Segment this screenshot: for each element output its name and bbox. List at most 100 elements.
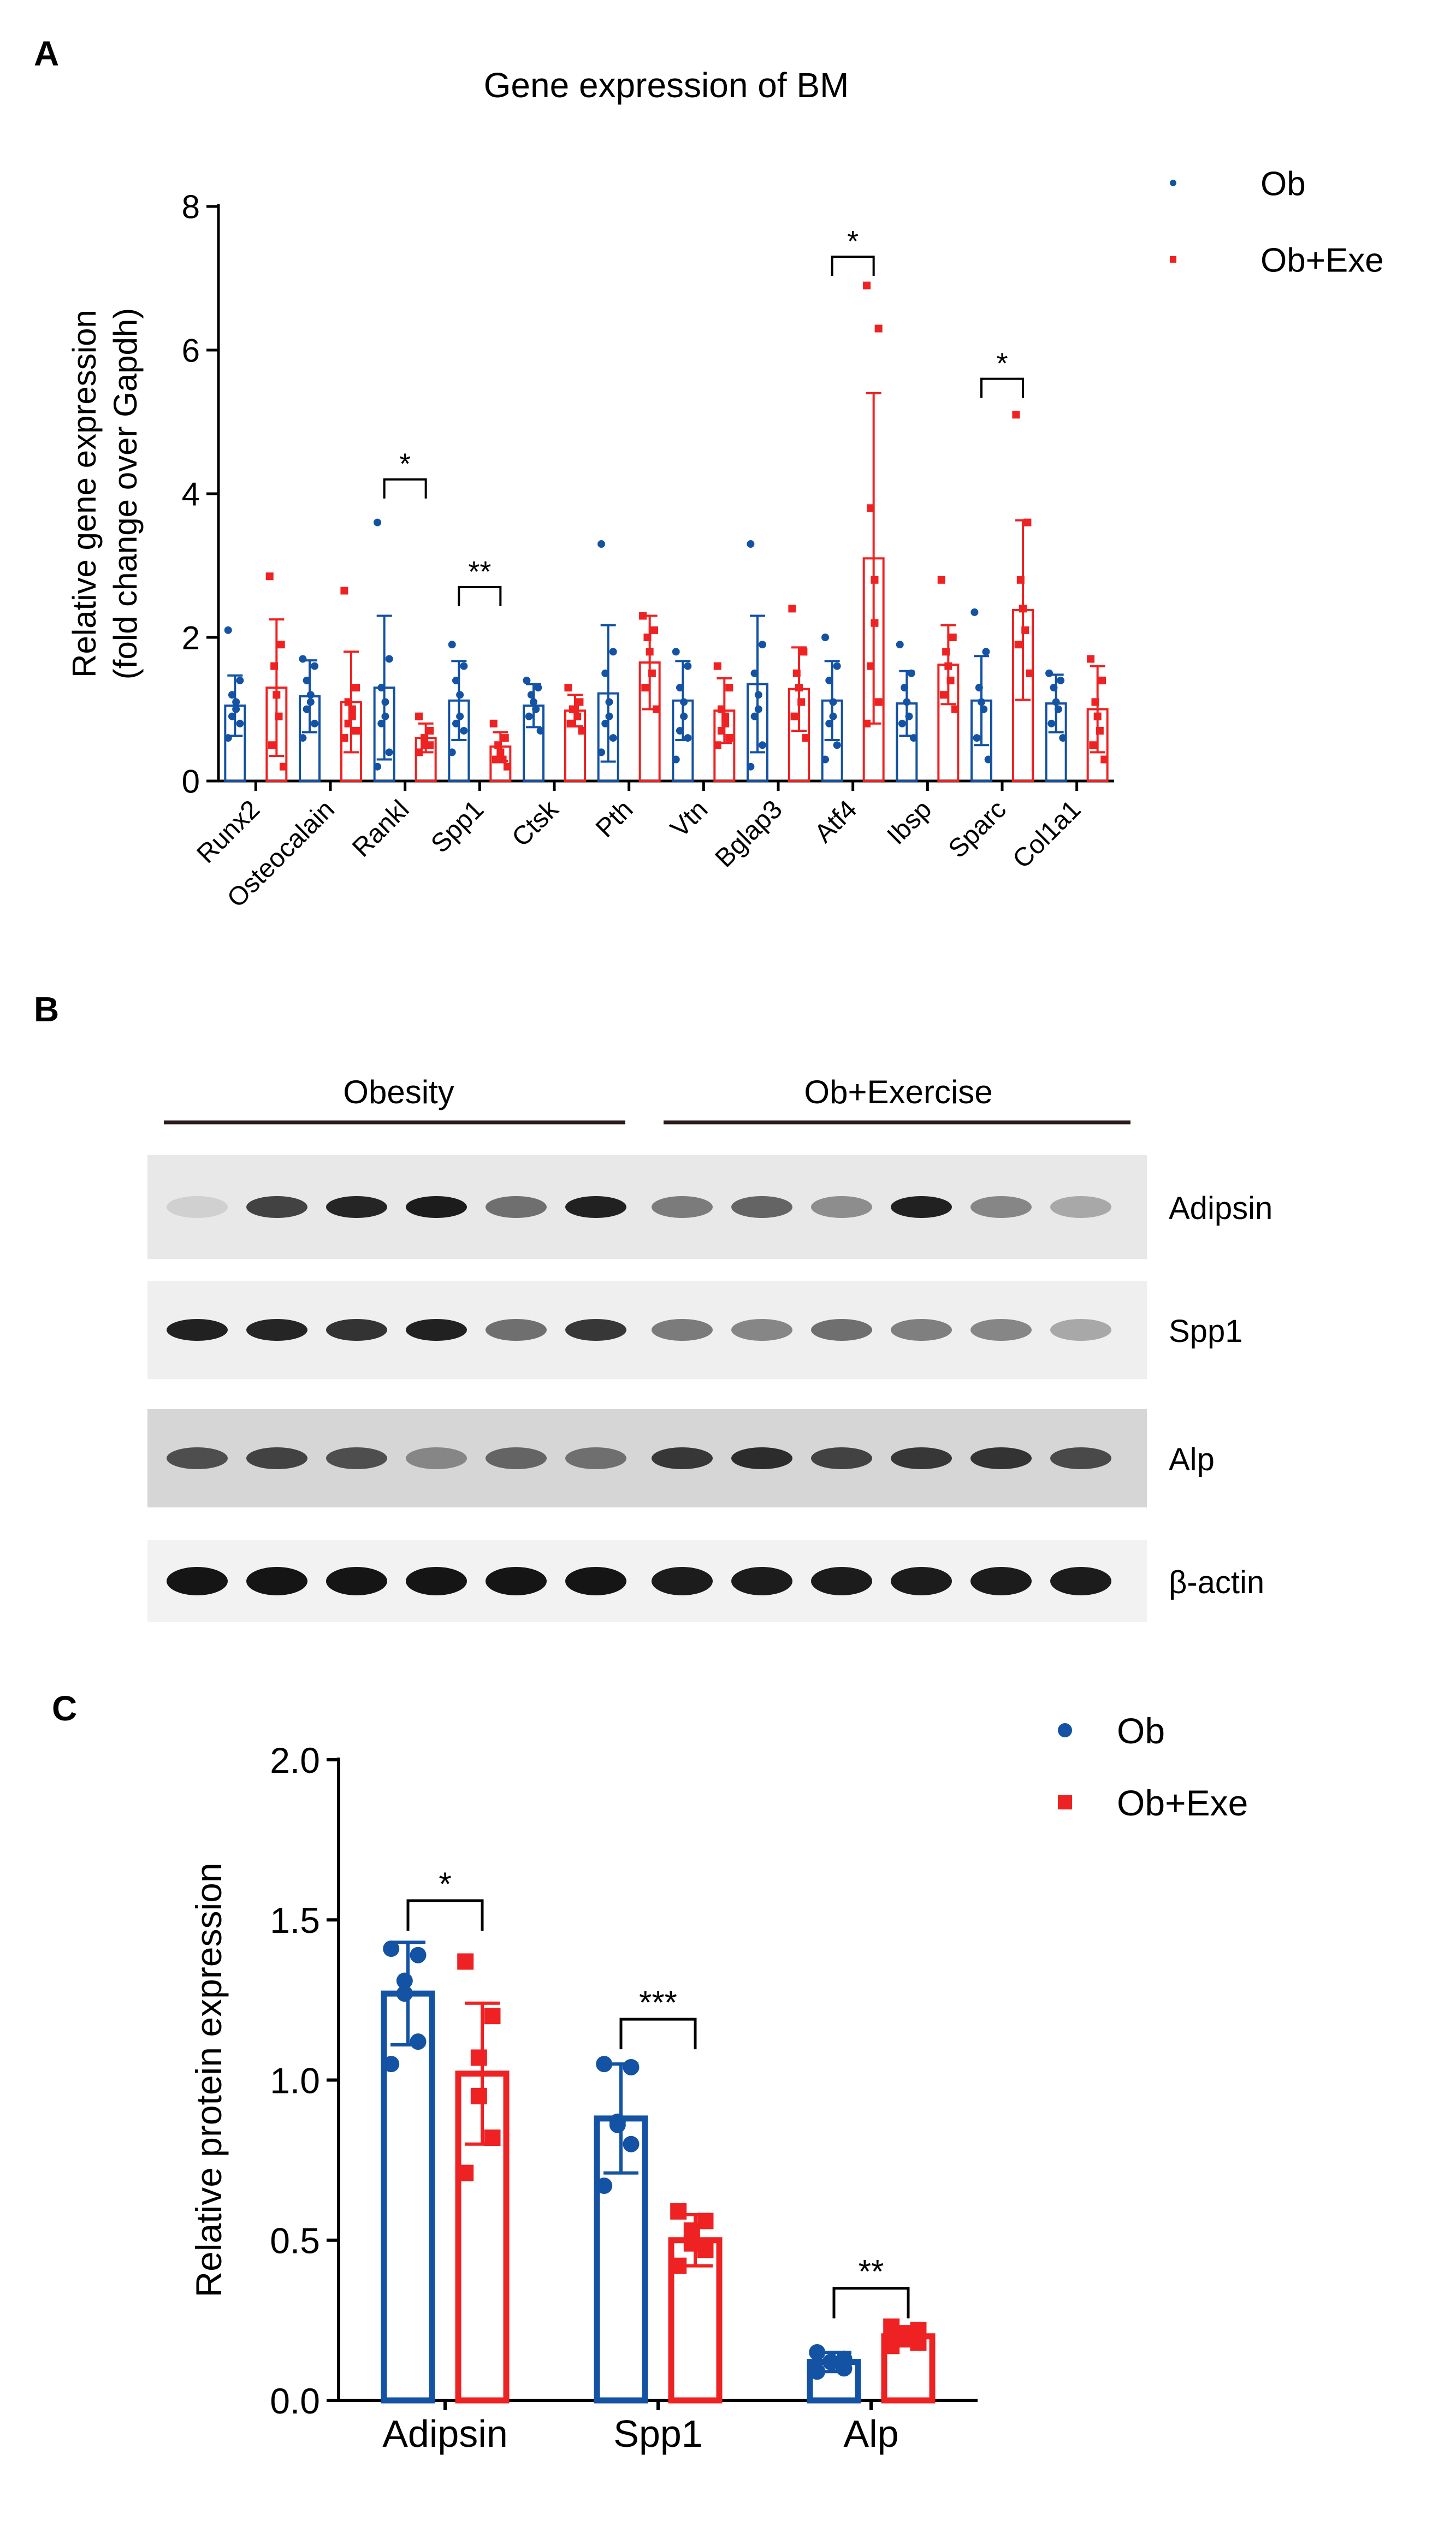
data-point (348, 705, 356, 713)
data-point (377, 684, 386, 692)
blot-band (246, 1196, 307, 1218)
data-point (499, 755, 507, 764)
data-point (448, 748, 456, 756)
blot-band (406, 1319, 467, 1341)
data-point (456, 712, 464, 720)
blot-band (731, 1447, 792, 1469)
data-point (653, 705, 661, 713)
x-tick-label: Atf4 (809, 795, 863, 848)
blot-band (1050, 1567, 1111, 1595)
y-axis-label: Relative protein expression (188, 1862, 229, 2297)
blot-band (326, 1319, 387, 1341)
x-tick-label: Sparc (943, 795, 1012, 863)
data-point (1052, 698, 1060, 706)
blot-band (652, 1447, 713, 1469)
blot-band (891, 1447, 952, 1469)
data-point (829, 712, 837, 720)
data-point (725, 684, 733, 692)
data-point (426, 726, 434, 735)
y-tick-label: 1.0 (270, 2060, 320, 2101)
significance-label: ** (468, 555, 491, 588)
significance-label: *** (639, 1984, 677, 2021)
group-label-exercise: Ob+Exercise (804, 1074, 992, 1110)
legend-marker (1058, 1723, 1072, 1737)
data-point (374, 518, 382, 527)
data-point (871, 619, 879, 627)
data-point (236, 719, 244, 727)
data-point (833, 741, 841, 749)
data-point (898, 719, 906, 727)
data-point (601, 669, 609, 677)
chart-a: Gene expression of BM Relative gene expre… (66, 66, 1384, 913)
data-point (646, 648, 654, 656)
data-point (1059, 734, 1067, 742)
blot-band (652, 1567, 713, 1595)
significance-label: ** (859, 2253, 884, 2290)
chart-c: Relative protein expression 0.0 0.5 1.0 1.5 2… (188, 1711, 1248, 2455)
data-point (224, 734, 232, 742)
data-point (460, 662, 468, 670)
legend-marker (1058, 1795, 1072, 1809)
significance-bracket (832, 2287, 910, 2318)
data-point (809, 2344, 826, 2361)
x-tick-label: Alp (843, 2412, 898, 2455)
data-point (596, 2178, 613, 2194)
blot-band (565, 1319, 626, 1341)
data-point (273, 691, 281, 699)
data-point (536, 726, 544, 735)
blot-band (246, 1319, 307, 1341)
data-point (836, 2360, 853, 2377)
data-point (944, 662, 952, 670)
blot-row-label: Alp (1169, 1442, 1215, 1477)
significance-bracket (458, 585, 502, 606)
data-point (344, 719, 352, 727)
data-point (1098, 676, 1106, 684)
x-tick-label: Ibsp (881, 795, 937, 850)
data-point (268, 741, 276, 749)
data-point (639, 612, 647, 620)
data-point (383, 2056, 400, 2073)
data-point (874, 698, 883, 706)
data-point (1016, 576, 1025, 584)
data-point (270, 662, 279, 670)
data-point (829, 698, 837, 706)
blot-band (486, 1319, 547, 1341)
legend-marker (1170, 256, 1176, 263)
data-point (1089, 741, 1097, 749)
y-tick-label: 0.0 (270, 2381, 320, 2421)
blot-band (811, 1319, 872, 1341)
data-point (721, 712, 730, 720)
data-point (457, 1953, 474, 1970)
y-tick-label: 2.0 (270, 1740, 320, 1780)
blot-band (406, 1567, 467, 1595)
panel-label-c: C (52, 1689, 77, 1728)
data-point (795, 684, 803, 692)
data-point (410, 1947, 427, 1963)
group-label-obesity: Obesity (343, 1074, 454, 1110)
data-point (797, 698, 806, 706)
blot-band (652, 1196, 713, 1218)
data-point (385, 655, 393, 663)
data-point (452, 676, 460, 684)
data-point (676, 684, 684, 692)
panel-label-b: B (34, 990, 59, 1029)
blot-band (565, 1447, 626, 1469)
data-point (566, 719, 575, 727)
data-point (721, 719, 730, 727)
data-point (623, 2135, 640, 2152)
data-point (951, 705, 959, 713)
data-point (713, 741, 721, 749)
data-point (1014, 641, 1022, 649)
blot-band (970, 1319, 1032, 1341)
significance-bracket (619, 2018, 697, 2050)
data-point (344, 698, 352, 706)
data-point (684, 734, 692, 742)
data-point (306, 698, 315, 706)
data-point (279, 762, 287, 771)
legend-label: Ob+Exe (1117, 1783, 1248, 1823)
data-point (385, 748, 393, 756)
data-point (460, 726, 468, 735)
data-point (503, 762, 511, 771)
legend-label: Ob (1117, 1711, 1165, 1751)
data-point (747, 762, 755, 771)
